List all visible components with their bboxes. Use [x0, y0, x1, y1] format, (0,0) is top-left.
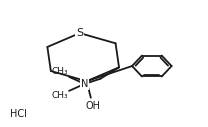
Text: OH: OH	[85, 101, 100, 111]
Text: S: S	[76, 28, 83, 38]
Text: HCl: HCl	[10, 109, 27, 119]
Text: CH₃: CH₃	[51, 91, 68, 100]
Text: N: N	[81, 79, 88, 89]
Text: CH₃: CH₃	[51, 67, 68, 76]
